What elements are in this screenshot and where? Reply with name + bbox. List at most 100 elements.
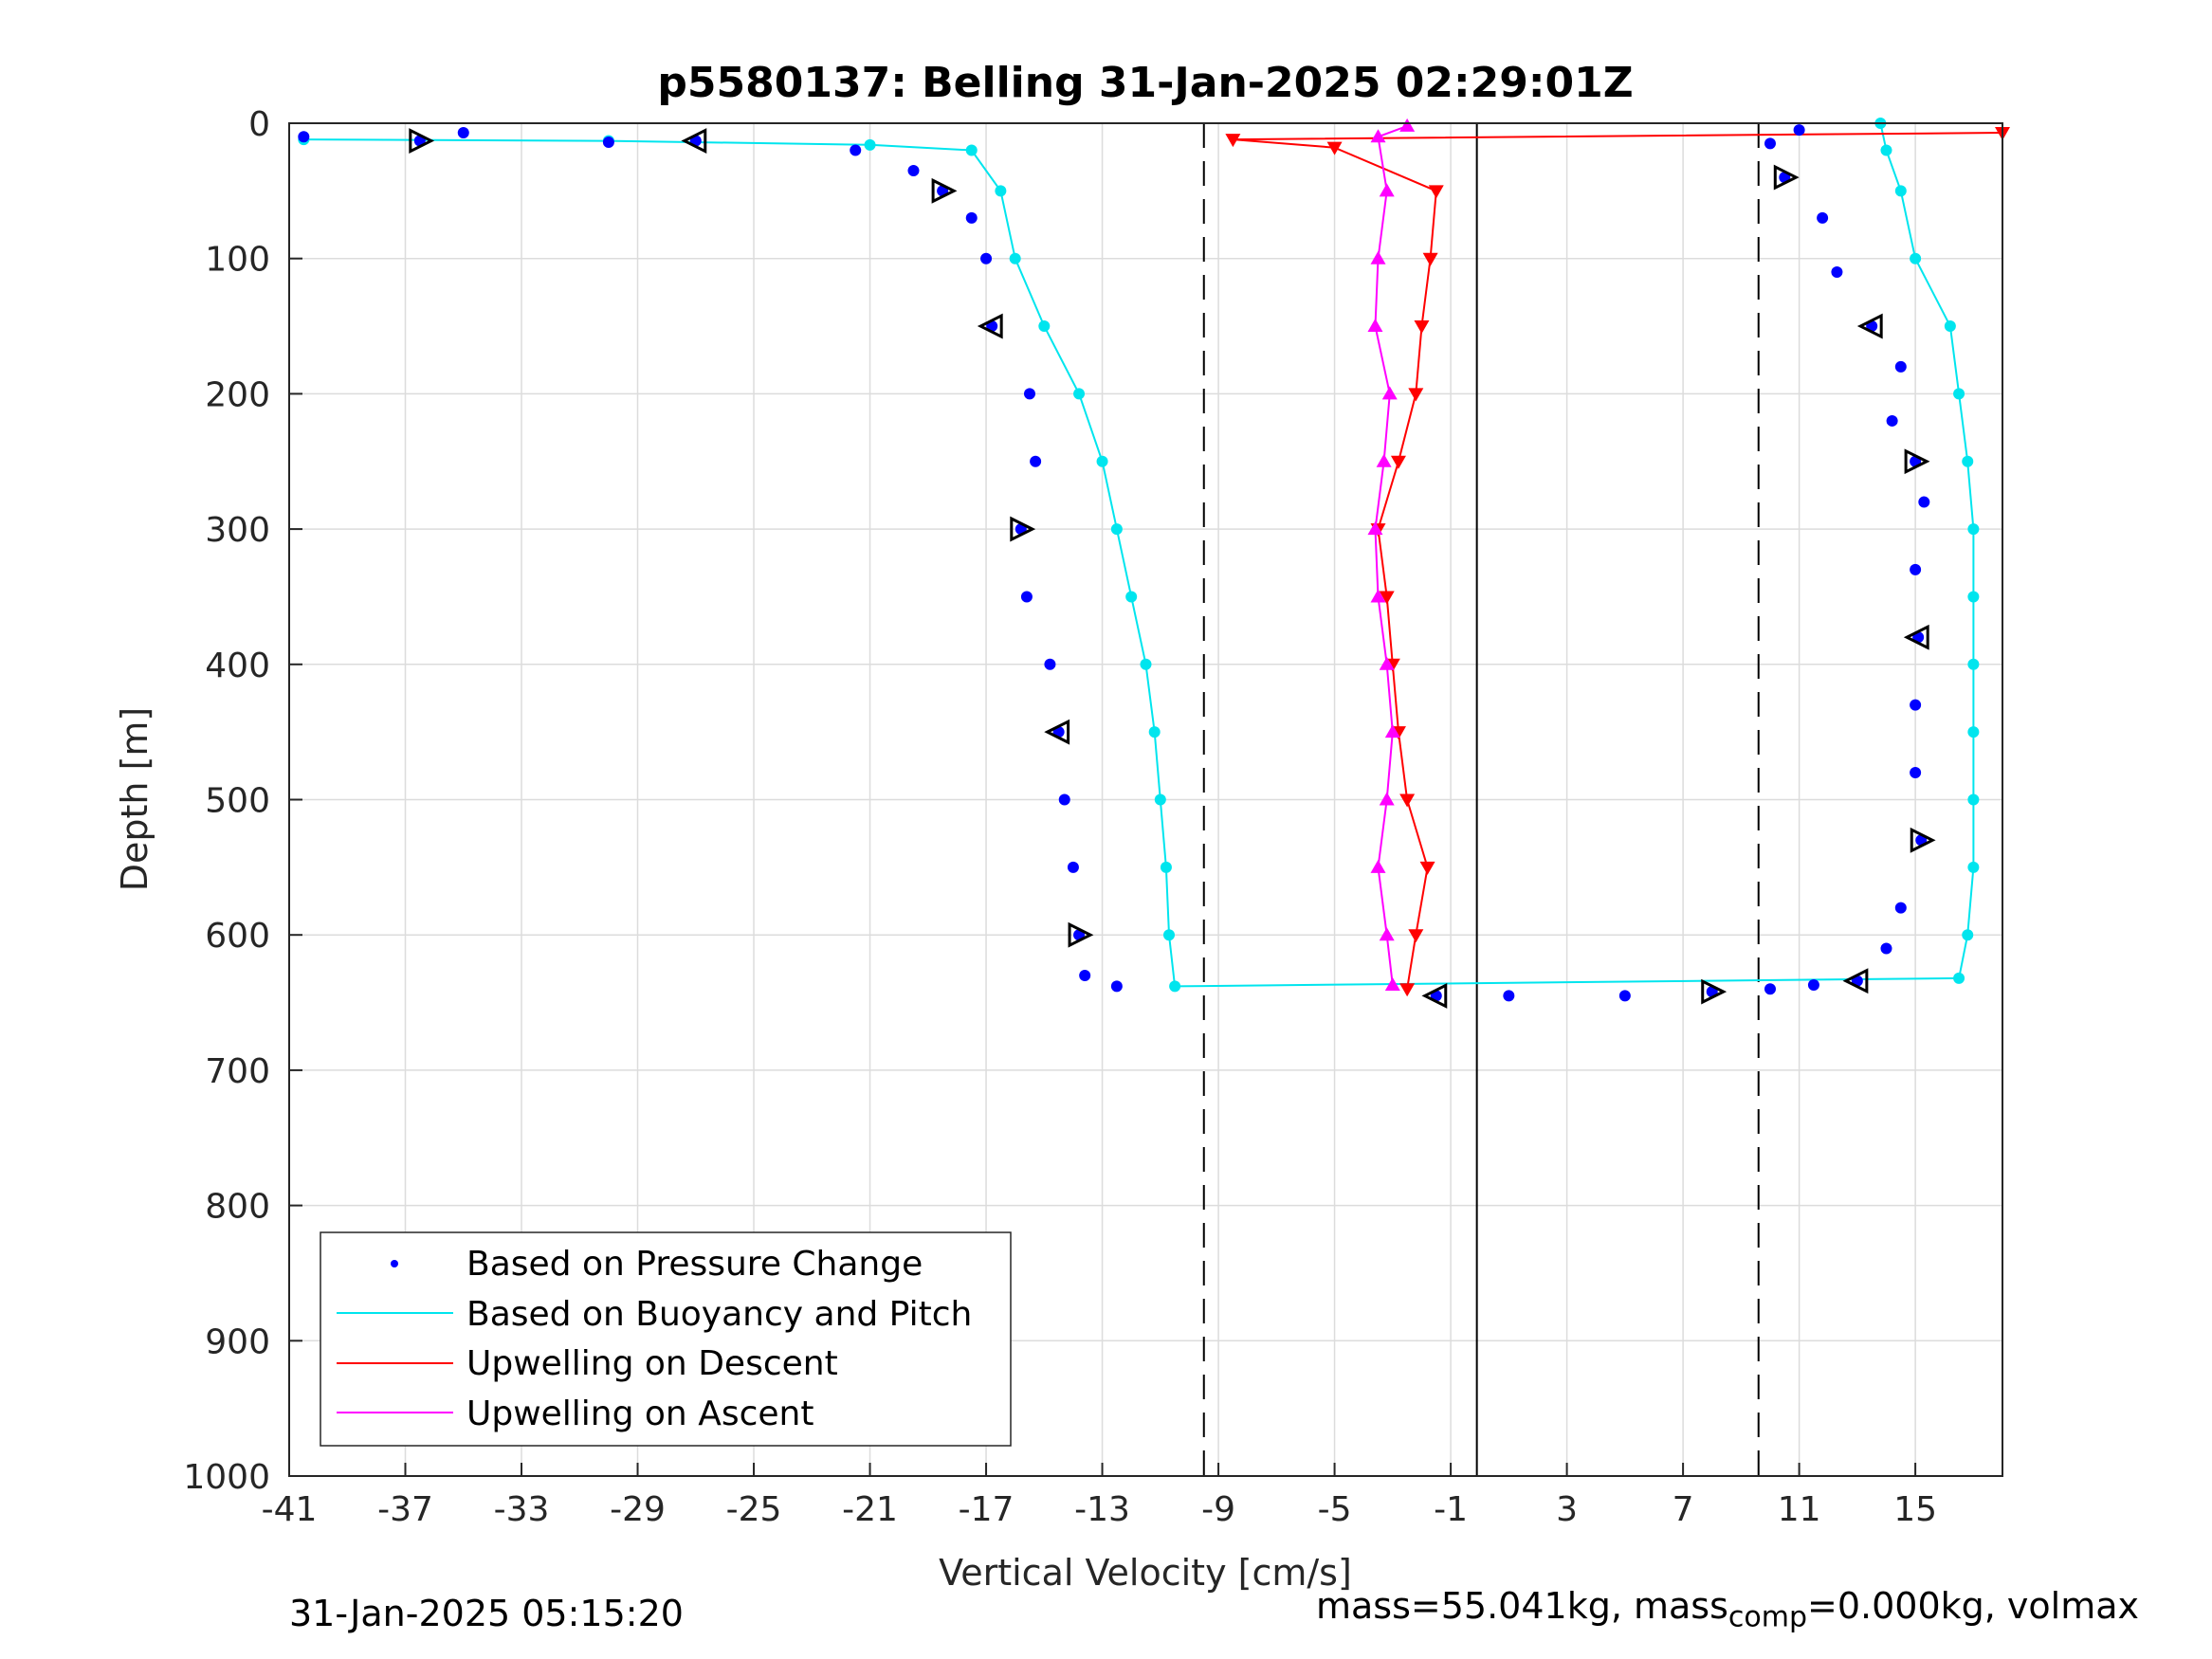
- upwelling-ascent-point: [1379, 792, 1395, 806]
- buoyancy-point: [1169, 980, 1181, 993]
- legend-box: [320, 1231, 1012, 1447]
- upwelling-ascent-point: [1379, 656, 1395, 670]
- y-tick-label: 1000: [183, 1458, 270, 1497]
- pressure-point: [298, 131, 310, 143]
- y-tick-label: 200: [205, 375, 270, 414]
- upwelling-ascent-point: [1370, 250, 1386, 264]
- pressure-point: [1910, 766, 1922, 778]
- upwelling-ascent-point: [1367, 319, 1383, 333]
- buoyancy-point: [1163, 929, 1176, 941]
- buoyancy-point: [1910, 252, 1922, 264]
- upwelling-ascent-point: [1379, 927, 1395, 941]
- upwelling-descent-point: [1399, 793, 1416, 808]
- footer-mass-rest: =0.000kg, volmax: [1807, 1585, 2140, 1627]
- pressure-marker: [1421, 982, 1448, 1009]
- pressure-point: [1807, 978, 1819, 991]
- x-tick-label: -5: [1318, 1490, 1352, 1529]
- pressure-marker: [1773, 164, 1800, 191]
- pressure-marker: [977, 313, 1003, 339]
- pressure-marker: [1010, 516, 1036, 542]
- pressure-marker: [409, 128, 435, 154]
- pressure-point: [980, 252, 993, 264]
- pressure-marker: [1903, 624, 1929, 650]
- buoyancy-point: [1110, 523, 1123, 536]
- pressure-point: [1044, 658, 1056, 670]
- pressure-marker: [1856, 313, 1883, 339]
- upwelling-ascent-point: [1376, 453, 1392, 467]
- data-marks: [298, 118, 2010, 1009]
- buoyancy-point: [1944, 320, 1956, 333]
- y-tick-label: 100: [205, 241, 270, 280]
- footer-mass-info: mass=55.041kg, masscomp=0.000kg, volmax: [1316, 1585, 2139, 1634]
- chart-title: p5580137: Belling 31-Jan-2025 02:29:01Z: [657, 59, 1633, 107]
- upwelling-ascent-point: [1381, 386, 1398, 400]
- buoyancy-point: [1962, 929, 1974, 941]
- buoyancy-point: [1009, 252, 1021, 264]
- upwelling-descent-point: [1408, 929, 1424, 943]
- y-tick-label: 400: [205, 647, 270, 685]
- buoyancy-point: [1967, 658, 1980, 670]
- upwelling-descent-point: [1422, 252, 1438, 266]
- y-tick-label: 700: [205, 1052, 270, 1091]
- buoyancy-point: [1967, 523, 1980, 536]
- upwelling-ascent-point: [1379, 183, 1395, 197]
- pressure-point: [850, 144, 862, 156]
- upwelling-descent-point: [1379, 591, 1395, 605]
- buoyancy-point: [1148, 726, 1161, 738]
- legend: Based on Pressure Change Based on Buoyan…: [320, 1231, 1012, 1447]
- buoyancy-point: [1962, 455, 1974, 467]
- x-tick-label: -1: [1434, 1490, 1468, 1529]
- x-tick-label: 11: [1778, 1490, 1821, 1529]
- upwelling-descent-point: [1414, 320, 1430, 335]
- footer-mass-text: mass=55.041kg, mass: [1316, 1585, 1728, 1627]
- x-tick-label: -17: [959, 1490, 1015, 1529]
- reference-lines: [1202, 123, 1760, 1476]
- buoyancy-point: [1967, 591, 1980, 603]
- buoyancy-point: [1160, 861, 1172, 873]
- upwelling-ascent-point: [1370, 859, 1386, 873]
- upwelling-descent-point: [1419, 861, 1435, 875]
- x-tick-label: -25: [726, 1490, 782, 1529]
- x-axis-label: Vertical Velocity [cm/s]: [939, 1552, 1352, 1594]
- pressure-point: [1910, 699, 1922, 711]
- legend-label-buoyancy: Based on Buoyancy and Pitch: [466, 1295, 972, 1334]
- pressure-marker: [1068, 921, 1094, 948]
- buoyancy-point: [864, 138, 876, 151]
- buoyancy-point: [965, 144, 978, 156]
- upwelling-descent-point: [1399, 983, 1416, 997]
- pressure-marker: [1904, 448, 1930, 475]
- x-tick-label: 7: [1673, 1490, 1694, 1529]
- legend-swatch-pressure: [391, 1260, 398, 1267]
- x-tick-label: -13: [1074, 1490, 1130, 1529]
- pressure-point: [1880, 942, 1892, 955]
- footer-date: 31-Jan-2025 05:15:20: [289, 1593, 684, 1634]
- pressure-marker: [931, 177, 958, 204]
- pressure-point: [1918, 496, 1930, 508]
- pressure-point: [1910, 563, 1922, 575]
- pressure-marker: [1701, 978, 1728, 1005]
- buoyancy-point: [1967, 726, 1980, 738]
- buoyancy-point: [1880, 144, 1892, 156]
- buoyancy-point: [1038, 320, 1051, 333]
- pressure-point: [1831, 265, 1843, 278]
- pressure-point: [965, 211, 978, 224]
- buoyancy-point: [1140, 658, 1152, 670]
- pressure-point: [1058, 793, 1070, 806]
- pressure-point: [1023, 388, 1035, 400]
- upwelling-ascent-point: [1367, 521, 1383, 536]
- pressure-point: [1886, 414, 1898, 427]
- buoyancy-point: [1953, 388, 1965, 400]
- y-tick-label: 900: [205, 1322, 270, 1361]
- pressure-point: [1894, 902, 1907, 914]
- legend-label-upwelling-ascent: Upwelling on Ascent: [466, 1395, 814, 1433]
- y-tick-label: 300: [205, 511, 270, 550]
- y-tick-label: 800: [205, 1188, 270, 1227]
- axis-ticks: -41 -37 -33 -29 -25 -21 -17 -13 -9 -5 -1 3 7 11 150100…: [183, 105, 1937, 1529]
- pressure-point: [1793, 124, 1805, 137]
- pressure-point: [1079, 970, 1091, 982]
- pressure-point: [1618, 990, 1631, 1002]
- pressure-point: [1503, 990, 1515, 1002]
- pressure-marker: [681, 128, 707, 154]
- pressure-point: [1764, 983, 1776, 995]
